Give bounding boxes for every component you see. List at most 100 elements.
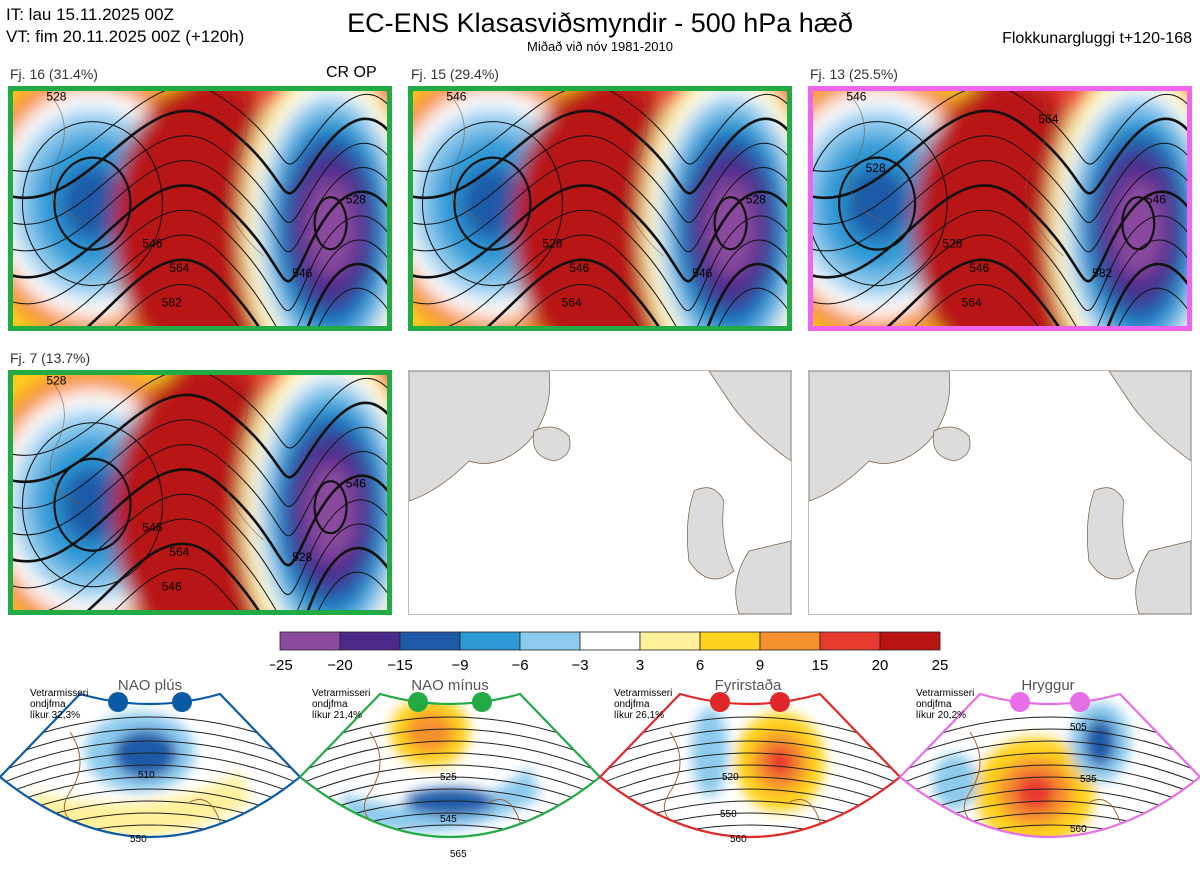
regime-dot bbox=[770, 692, 790, 712]
contour-label: 546 bbox=[692, 266, 712, 280]
classification-window: Flokkunargluggi t+120-168 bbox=[1002, 30, 1192, 47]
weather-regimes: 510 550 525 545 565 520 550 560 505 535 560 bbox=[0, 692, 1200, 860]
britain-land bbox=[1086, 487, 1135, 580]
contour-label: 546 bbox=[1146, 193, 1166, 207]
contour-label: 564 bbox=[962, 296, 982, 310]
regime-name-ridge: Hryggur bbox=[1021, 677, 1075, 694]
contour-label: 546 bbox=[569, 261, 589, 275]
contour-label: 564 bbox=[169, 545, 189, 559]
panel-label-4: Fj. 7 (13.7%) bbox=[10, 350, 91, 366]
contour-label: 528 bbox=[46, 90, 66, 104]
colorbar-swatch bbox=[459, 631, 521, 651]
contour-label: 546 bbox=[346, 477, 366, 491]
panel-label-2: Fj. 15 (29.4%) bbox=[411, 66, 499, 82]
britain-land bbox=[686, 487, 735, 580]
regime-contour-label: 560 bbox=[1070, 824, 1087, 835]
colorbar-tick: 6 bbox=[696, 657, 704, 674]
empty-map-2 bbox=[808, 370, 1192, 615]
colorbar: −25 −20 −15 −9 −6 −3 3 6 9 15 20 25 bbox=[270, 631, 949, 674]
panel-label-1: Fj. 16 (31.4%) bbox=[10, 66, 98, 82]
regime-contour-label: 550 bbox=[130, 834, 147, 845]
regime-meta-blocking: Vetrarmisseri ondjfma líkur 26,1% bbox=[614, 688, 673, 721]
colorbar-swatch bbox=[339, 631, 401, 651]
contour-label: 564 bbox=[169, 261, 189, 275]
cluster-map-3: 546 528 546 564 582 546 528 564 bbox=[808, 86, 1192, 331]
map-svg: 528 546 564 582 546 528 bbox=[8, 86, 392, 331]
colorbar-swatch bbox=[759, 631, 821, 651]
regime-dot bbox=[472, 692, 492, 712]
contour-label: 582 bbox=[1092, 266, 1112, 280]
contour-label: 546 bbox=[142, 521, 162, 535]
colorbar-tick: 25 bbox=[932, 657, 949, 674]
regime-meta-nao-minus: Vetrarmisseri ondjfma líkur 21,4% bbox=[312, 688, 371, 721]
regime-contour-label: 560 bbox=[730, 834, 747, 845]
iceland-land bbox=[932, 426, 971, 462]
regime-meta-ridge: Vetrarmisseri ondjfma líkur 20,2% bbox=[916, 688, 975, 721]
colorbar-tick: −9 bbox=[451, 657, 468, 674]
colorbar-swatch bbox=[879, 631, 941, 651]
colorbar-tick: 20 bbox=[872, 657, 889, 674]
regime-contour-label: 565 bbox=[450, 849, 467, 860]
colorbar-tick: −6 bbox=[511, 657, 528, 674]
scandinavia-land bbox=[708, 371, 791, 462]
colorbar-swatch bbox=[279, 631, 341, 651]
regime-dot bbox=[1070, 692, 1090, 712]
contour-label: 528 bbox=[346, 193, 366, 207]
cluster-map-1: 528 546 564 582 546 528 bbox=[8, 86, 392, 331]
regime-meta-nao-plus: Vetrarmisseri ondjfma líkur 32,3% bbox=[30, 688, 89, 721]
contour-label: 546 bbox=[969, 261, 989, 275]
regime-outline bbox=[898, 692, 1200, 838]
greenland-land bbox=[809, 371, 951, 502]
regime-name-blocking: Fyrirstaða bbox=[714, 677, 782, 694]
contour-label: 564 bbox=[562, 296, 582, 310]
contour-label: 546 bbox=[142, 237, 162, 251]
page-title: EC-ENS Klasasviðsmyndir - 500 hPa hæð bbox=[347, 8, 853, 38]
contour-label: 564 bbox=[1038, 112, 1058, 126]
europe-land bbox=[735, 540, 791, 614]
colorbar-swatch bbox=[699, 631, 761, 651]
contour-label: 528 bbox=[866, 161, 886, 175]
init-time: IT: lau 15.11.2025 00Z bbox=[6, 5, 174, 24]
colorbar-tick: 9 bbox=[756, 657, 764, 674]
panel-border bbox=[808, 86, 1192, 331]
panel-border bbox=[8, 370, 392, 615]
regime-contour-label: 510 bbox=[138, 770, 155, 781]
valid-time: VT: fim 20.11.2025 00Z (+120h) bbox=[6, 27, 245, 46]
regime-outline bbox=[298, 692, 602, 838]
contour-label: 528 bbox=[542, 237, 562, 251]
cr-op-tag: CR OP bbox=[326, 64, 377, 81]
map-svg: 546 528 546 564 582 546 528 564 bbox=[808, 86, 1192, 331]
colorbar-tick: −15 bbox=[387, 657, 412, 674]
colorbar-swatch bbox=[819, 631, 881, 651]
header-times: IT: lau 15.11.2025 00Z VT: fim 20.11.202… bbox=[6, 4, 244, 48]
regime-outline bbox=[598, 692, 902, 838]
empty-map-1 bbox=[408, 370, 792, 615]
map-svg: 528 546 564 546 528 546 bbox=[8, 370, 392, 615]
panel-border bbox=[8, 86, 392, 331]
contour-label: 546 bbox=[292, 266, 312, 280]
panel-border bbox=[408, 86, 792, 331]
colorbar-tick: 3 bbox=[636, 657, 644, 674]
contour-label: 528 bbox=[292, 550, 312, 564]
regime-name-nao-minus: NAO mínus bbox=[411, 677, 489, 694]
panel-label-3: Fj. 13 (25.5%) bbox=[810, 66, 898, 82]
regime-contour-label: 525 bbox=[440, 772, 457, 783]
regime-contour-label: 535 bbox=[1080, 774, 1097, 785]
regime-outline bbox=[0, 692, 302, 838]
contour-label: 546 bbox=[846, 90, 866, 104]
page-subtitle: Miðað við nóv 1981-2010 bbox=[527, 39, 673, 54]
regime-dot bbox=[172, 692, 192, 712]
regime-contour-label: 545 bbox=[440, 814, 457, 825]
colorbar-swatch bbox=[399, 631, 461, 651]
scandinavia-land bbox=[1108, 371, 1191, 462]
regime-dot bbox=[710, 692, 730, 712]
colorbar-swatch bbox=[639, 631, 701, 651]
colorbar-tick: −25 bbox=[270, 657, 293, 674]
contour-label: 528 bbox=[46, 374, 66, 388]
regime-dot bbox=[1010, 692, 1030, 712]
colorbar-tick: −3 bbox=[571, 657, 588, 674]
regime-contour-label: 550 bbox=[720, 809, 737, 820]
regime-contour-label: 520 bbox=[722, 772, 739, 783]
regime-dot bbox=[108, 692, 128, 712]
cluster-map-4: 528 546 564 546 528 546 bbox=[8, 370, 392, 615]
